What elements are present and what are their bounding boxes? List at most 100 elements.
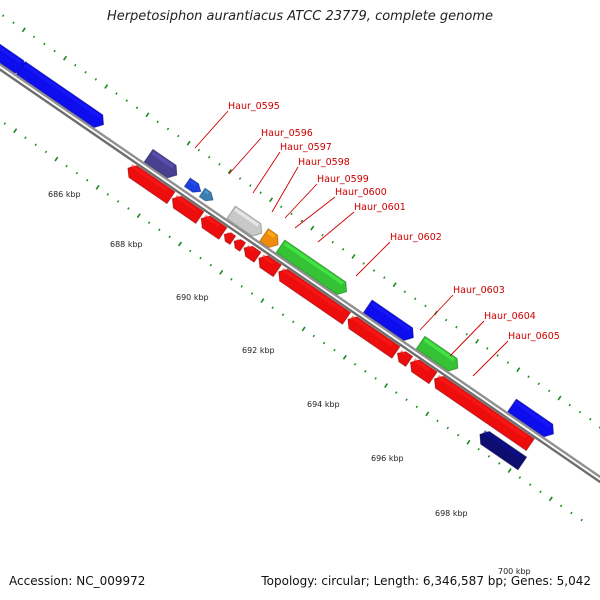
gene-arrow-highlight: [350, 315, 393, 346]
gene-arrow[interactable]: [363, 299, 418, 344]
tick-mark-bottom: [415, 405, 419, 409]
gene-arrow-highlight: [226, 232, 230, 236]
tick-mark-top: [259, 191, 262, 194]
tick-mark-bottom: [364, 370, 367, 373]
tick-mark-top: [392, 282, 397, 288]
gene-arrow-body[interactable]: [259, 228, 283, 251]
gene-label[interactable]: Haur_0595: [228, 101, 280, 112]
gene-label[interactable]: Haur_0596: [261, 128, 313, 139]
gene-arrow-body[interactable]: [507, 398, 558, 440]
gene-features[interactable]: [0, 31, 558, 474]
gene-label[interactable]: Haur_0604: [484, 311, 536, 322]
gene-arrow-body[interactable]: [16, 61, 108, 131]
gene-arrow[interactable]: [124, 162, 176, 204]
gene-arrow[interactable]: [231, 237, 246, 252]
gene-arrow-highlight: [236, 238, 240, 243]
gene-label[interactable]: Haur_0605: [508, 331, 560, 342]
gene-label[interactable]: Haur_0600: [335, 187, 387, 198]
gene-arrow[interactable]: [169, 193, 205, 224]
scale-label: 688 kbp: [110, 240, 143, 249]
tick-mark-bottom: [292, 320, 295, 324]
tick-mark-top: [74, 63, 77, 67]
gene-arrow-highlight: [204, 214, 220, 227]
gene-label[interactable]: Haur_0599: [317, 174, 369, 185]
gene-arrow-highlight: [151, 151, 175, 169]
gene-label[interactable]: Haur_0601: [354, 202, 406, 213]
gene-arrow[interactable]: [241, 243, 262, 263]
gene-arrow[interactable]: [226, 205, 266, 239]
tick-mark-top: [486, 347, 489, 350]
gene-arrow-body[interactable]: [226, 205, 266, 239]
gene-labels: Haur_0595 Haur_0596 Haur_0597 Haur_0598 Haur…: [228, 101, 560, 342]
label-leader-line: [252, 151, 281, 194]
gene-arrow-body[interactable]: [407, 357, 438, 385]
tick-mark-bottom: [116, 200, 120, 203]
gene-arrow-body[interactable]: [476, 428, 527, 471]
tick-mark-bottom: [199, 256, 202, 260]
gene-arrow-body[interactable]: [394, 348, 413, 367]
tick-mark-bottom: [13, 128, 18, 134]
gene-arrow[interactable]: [476, 428, 527, 471]
gene-arrow-body[interactable]: [363, 299, 418, 344]
gene-arrow-body[interactable]: [241, 243, 262, 263]
tick-mark-top: [321, 233, 324, 237]
label-leader-line: [419, 294, 454, 331]
gene-arrow-body[interactable]: [344, 314, 401, 359]
label-leader-line: [194, 110, 229, 149]
scale-label: 692 kbp: [242, 346, 275, 355]
gene-arrow[interactable]: [222, 230, 237, 245]
gene-arrow-highlight: [413, 358, 431, 372]
tick-mark-bottom: [374, 377, 377, 380]
gene-arrow[interactable]: [184, 177, 204, 195]
gene-arrow[interactable]: [394, 348, 413, 367]
gene-arrow-body[interactable]: [124, 162, 176, 204]
gene-arrow-body[interactable]: [275, 239, 350, 298]
gene-arrow-body[interactable]: [198, 187, 215, 204]
gene-label[interactable]: Haur_0598: [298, 157, 350, 168]
gene-arrow[interactable]: [344, 314, 401, 359]
gene-arrow-body[interactable]: [275, 266, 351, 325]
gene-arrow-body[interactable]: [231, 237, 246, 252]
tick-mark-bottom: [395, 391, 398, 394]
gene-arrow[interactable]: [259, 228, 283, 251]
tick-mark-bottom: [177, 241, 183, 247]
gene-arrow-body[interactable]: [143, 148, 181, 182]
tick-mark-top: [43, 42, 46, 46]
accession-text: Accession: NC_009972: [9, 574, 146, 588]
gene-arrow-body[interactable]: [184, 177, 204, 195]
gene-arrow[interactable]: [431, 373, 535, 451]
gene-arrow[interactable]: [198, 187, 215, 204]
tick-mark-top: [53, 49, 56, 53]
tick-mark-top: [455, 325, 458, 329]
gene-arrow-highlight: [423, 338, 456, 362]
gene-arrow-highlight: [281, 267, 344, 312]
gene-arrow[interactable]: [143, 148, 181, 182]
gene-arrow-body[interactable]: [222, 230, 237, 245]
tick-mark-top: [547, 389, 551, 393]
tick-mark-top: [290, 212, 293, 216]
gene-arrow-body[interactable]: [255, 252, 282, 278]
gene-label[interactable]: Haur_0597: [280, 142, 332, 153]
gene-arrow[interactable]: [507, 398, 558, 440]
gene-arrow[interactable]: [407, 357, 438, 385]
gene-arrow-body[interactable]: [197, 213, 228, 240]
tick-mark-bottom: [271, 306, 274, 309]
gene-arrow-body[interactable]: [431, 373, 535, 451]
gene-arrow[interactable]: [275, 266, 351, 325]
gene-arrow[interactable]: [275, 239, 350, 298]
gene-arrow-highlight: [483, 430, 520, 457]
tick-mark-bottom: [95, 184, 100, 190]
gene-arrow[interactable]: [197, 213, 228, 240]
tick-mark-bottom: [384, 383, 389, 389]
tick-mark-top: [383, 276, 386, 279]
gene-arrow[interactable]: [16, 61, 108, 131]
gene-label[interactable]: Haur_0603: [453, 285, 505, 296]
tick-mark-top: [21, 27, 26, 33]
tick-mark-top: [238, 177, 242, 180]
tick-mark-top: [156, 120, 159, 124]
tick-mark-bottom: [353, 362, 357, 366]
gene-label[interactable]: Haur_0602: [390, 232, 442, 243]
gene-arrow[interactable]: [255, 252, 282, 278]
gene-arrow-body[interactable]: [169, 193, 205, 224]
